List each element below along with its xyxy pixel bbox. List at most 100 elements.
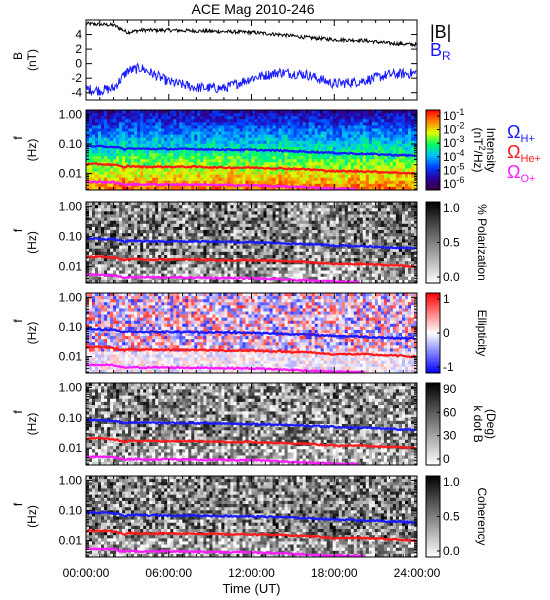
intensity-heatmap-cell: [395, 177, 400, 182]
intensity-heatmap-cell: [137, 125, 141, 129]
intensity-heatmap-cell: [212, 140, 216, 145]
intensity-heatmap-cell: [302, 125, 307, 129]
intensity-heatmap-cell: [191, 171, 195, 175]
intensity-heatmap-cell: [107, 143, 111, 148]
intensity-heatmap-cell: [119, 119, 123, 123]
intensity-heatmap-cell: [197, 140, 201, 145]
polarization-heatmap-cell: [254, 211, 258, 215]
intensity-heatmap-cell: [290, 131, 295, 135]
intensity-heatmap-cell: [359, 165, 364, 169]
intensity-heatmap-cell: [131, 134, 135, 139]
intensity-heatmap-cell: [275, 140, 280, 145]
intensity-heatmap-cell: [206, 131, 210, 135]
polarization-heatmap-cell: [248, 245, 252, 250]
intensity-heatmap-cell: [411, 140, 415, 145]
polarization-heatmap-cell: [233, 255, 237, 259]
polarization-heatmap-cell: [137, 205, 141, 209]
intensity-heatmap-cell: [137, 131, 141, 135]
intensity-heatmap-cell: [188, 168, 192, 172]
intensity-heatmap-cell: [170, 128, 174, 132]
polarization-heatmap-cell: [251, 270, 255, 275]
polarization-heatmap-cell: [158, 264, 162, 268]
intensity-heatmap-cell: [389, 140, 394, 145]
polarization-heatmap-cell: [122, 248, 126, 253]
polarization-heatmap-cell: [233, 217, 237, 222]
intensity-heatmap-cell: [218, 137, 222, 142]
intensity-heatmap-cell: [335, 122, 340, 126]
intensity-heatmap-cell: [299, 131, 304, 135]
polarization-heatmap-cell: [221, 220, 225, 225]
intensity-heatmap-cell: [362, 128, 367, 132]
polarization-heatmap-cell: [149, 211, 153, 215]
intensity-heatmap-cell: [203, 122, 207, 126]
intensity-heatmap-cell: [377, 168, 382, 172]
intensity-heatmap-cell: [257, 122, 261, 126]
intensity-heatmap-cell: [218, 119, 222, 123]
intensity-heatmap-cell: [161, 134, 165, 139]
intensity-heatmap-cell: [380, 162, 385, 166]
intensity-colorbar-cell: [426, 138, 440, 141]
intensity-heatmap-cell: [131, 159, 135, 163]
intensity-heatmap-cell: [284, 116, 289, 120]
intensity-heatmap-cell: [161, 186, 165, 191]
polarization-heatmap-cell: [293, 211, 298, 215]
intensity-heatmap-cell: [188, 162, 192, 166]
intensity-heatmap-cell: [182, 137, 186, 142]
intensity-heatmap-cell: [203, 119, 207, 123]
intensity-heatmap-cell: [140, 162, 144, 166]
mag-ytick-label: 4: [75, 28, 82, 42]
intensity-colorbar-cell: [426, 142, 440, 145]
intensity-heatmap-cell: [408, 137, 412, 142]
polarization-heatmap-cell: [137, 279, 141, 284]
polarization-heatmap-cell: [197, 251, 201, 256]
polarization-heatmap-cell: [230, 261, 234, 265]
intensity-colorbar-cell: [426, 164, 440, 167]
intensity-heatmap-cell: [137, 183, 141, 188]
intensity-heatmap-cell: [251, 137, 255, 142]
intensity-heatmap-cell: [224, 131, 228, 135]
polarization-heatmap-cell: [188, 220, 192, 225]
intensity-heatmap-cell: [221, 159, 225, 163]
intensity-heatmap-cell: [215, 186, 219, 191]
polarization-heatmap-cell: [128, 226, 132, 231]
polarization-heatmap-cell: [131, 242, 135, 247]
intensity-heatmap-cell: [227, 156, 231, 160]
intensity-heatmap-cell: [371, 140, 376, 145]
intensity-heatmap-cell: [371, 122, 376, 126]
intensity-heatmap-cell: [335, 162, 340, 166]
polarization-heatmap-cell: [296, 245, 301, 250]
intensity-heatmap-cell: [377, 180, 382, 185]
intensity-heatmap-cell: [212, 168, 216, 172]
intensity-heatmap-cell: [314, 119, 319, 123]
intensity-heatmap-cell: [371, 128, 376, 132]
intensity-heatmap-cell: [368, 186, 373, 191]
polarization-heatmap-cell: [182, 273, 186, 278]
intensity-heatmap-cell: [269, 122, 274, 126]
polarization-heatmap-cell: [167, 255, 171, 259]
intensity-heatmap-cell: [242, 134, 246, 139]
polarization-heatmap-cell: [266, 233, 270, 237]
intensity-heatmap-cell: [170, 110, 174, 114]
polarization-heatmap-cell: [227, 279, 231, 284]
polarization-heatmap-cell: [137, 220, 141, 225]
intensity-colorbar-cell: [426, 148, 440, 151]
intensity-heatmap-cell: [402, 159, 406, 163]
intensity-heatmap-cell: [353, 171, 358, 175]
intensity-heatmap-cell: [308, 119, 313, 123]
intensity-heatmap-cell: [113, 186, 117, 191]
polarization-heatmap-cell: [257, 242, 261, 247]
intensity-heatmap-cell: [254, 119, 258, 123]
polarization-heatmap-cell: [158, 279, 162, 284]
intensity-heatmap-cell: [383, 137, 388, 142]
intensity-heatmap-cell: [359, 131, 364, 135]
polarization-heatmap-cell: [146, 233, 150, 237]
intensity-heatmap-cell: [374, 183, 379, 188]
intensity-heatmap-cell: [380, 186, 385, 191]
intensity-heatmap-cell: [185, 168, 189, 172]
intensity-heatmap-cell: [278, 128, 283, 132]
intensity-heatmap-cell: [284, 125, 289, 129]
intensity-heatmap-cell: [356, 137, 361, 142]
polarization-heatmap-cell: [128, 236, 132, 240]
intensity-heatmap-cell: [155, 174, 159, 179]
intensity-heatmap-cell: [155, 116, 159, 120]
